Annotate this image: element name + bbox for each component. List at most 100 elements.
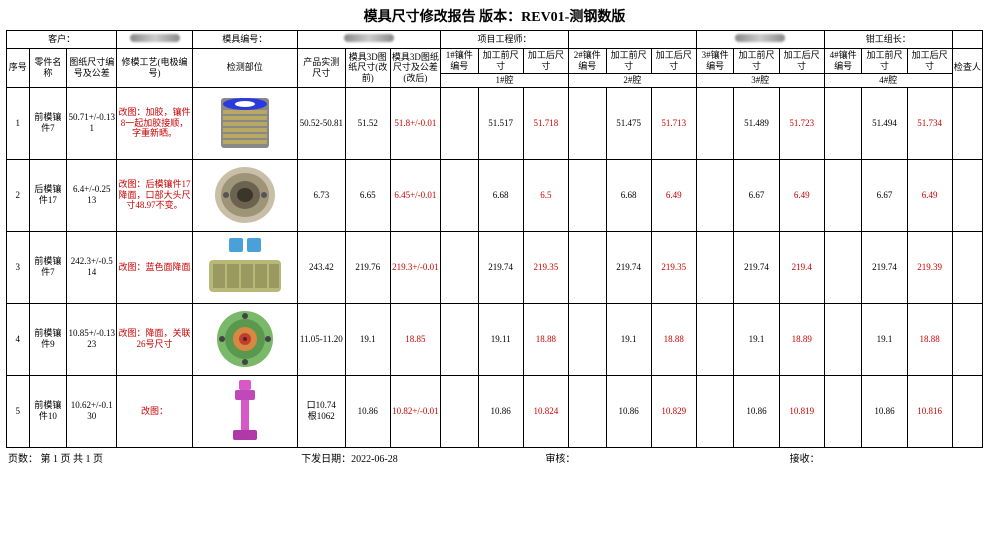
fitter-value [952, 31, 982, 49]
cell-c4a: 51.734 [907, 87, 952, 159]
cell-3d: 219.76 [345, 231, 390, 303]
cell-name: 前模镶件7 [29, 87, 67, 159]
cav2: 2#腔 [568, 73, 696, 87]
cell-sn3 [696, 375, 734, 447]
part-icon [194, 161, 296, 229]
cell-c1p: 51.517 [478, 87, 523, 159]
col-sn2: 2#镶件编号 [568, 49, 606, 74]
cell-sn1 [440, 87, 478, 159]
cell-name: 前模镶件10 [29, 375, 67, 447]
part-icon [194, 233, 296, 301]
cell-draw: 242.3+/-0.514 [67, 231, 117, 303]
cell-c2a: 18.88 [651, 303, 696, 375]
cell-c4a: 10.816 [907, 375, 952, 447]
col-post3: 加工后尺寸 [779, 49, 824, 74]
cell-c1a: 6.5 [523, 159, 568, 231]
footer-page: 页数： 第 1 页 共 1 页 [6, 450, 299, 470]
cell-c2a: 10.829 [651, 375, 696, 447]
cell-name: 前模镶件7 [29, 231, 67, 303]
col-3dtol: 模具3D图纸尺寸及公差(改后) [390, 49, 440, 88]
cell-ins [952, 231, 982, 303]
cell-proc: 改图：蓝色面降面 [117, 231, 192, 303]
cell-c4p: 219.74 [862, 231, 907, 303]
col-name: 零件名称 [29, 49, 67, 88]
col-3dpre: 模具3D图纸尺寸(改前) [345, 49, 390, 88]
cell-sn1 [440, 159, 478, 231]
cell-proc: 改图：加胶，镶件8一起加胶接顺，字重新晒。 [117, 87, 192, 159]
cell-seq: 2 [7, 159, 30, 231]
cell-c2p: 19.1 [606, 303, 651, 375]
cell-sn4 [824, 375, 862, 447]
cell-act: 50.52-50.81 [297, 87, 345, 159]
cell-c3a: 219.4 [779, 231, 824, 303]
fitter-label: 钳工组长： [824, 31, 952, 49]
cell-c4p: 19.1 [862, 303, 907, 375]
cell-seq: 5 [7, 375, 30, 447]
table-row: 3前模镶件7242.3+/-0.514改图：蓝色面降面243.42219.762… [7, 231, 983, 303]
cav3: 3#腔 [696, 73, 824, 87]
report-title: 模具尺寸修改报告 版本：REV01-测钢数版 [6, 6, 983, 26]
part-icon [194, 89, 296, 157]
table-row: 4前模镶件910.85+/-0.1323改图：降面，关联26号尺寸11.05-1… [7, 303, 983, 375]
col-pre2: 加工前尺寸 [606, 49, 651, 74]
cell-seq: 1 [7, 87, 30, 159]
cell-c1p: 6.68 [478, 159, 523, 231]
cell-draw: 10.62+/-0.130 [67, 375, 117, 447]
cell-sn3 [696, 159, 734, 231]
cell-sn2 [568, 87, 606, 159]
cell-3d: 19.1 [345, 303, 390, 375]
col-proc: 修模工艺(电极编号) [117, 49, 192, 88]
col-seq: 序号 [7, 49, 30, 88]
cell-det [192, 303, 297, 375]
cell-tol: 6.45+/-0.01 [390, 159, 440, 231]
cell-3d: 10.86 [345, 375, 390, 447]
cell-det [192, 231, 297, 303]
cell-sn2 [568, 375, 606, 447]
cell-sn2 [568, 303, 606, 375]
cell-draw: 50.71+/-0.131 [67, 87, 117, 159]
cell-draw: 10.85+/-0.1323 [67, 303, 117, 375]
cell-c4a: 18.88 [907, 303, 952, 375]
col-sn3: 3#镶件编号 [696, 49, 734, 74]
cell-proc: 改图： [117, 375, 192, 447]
cav4: 4#腔 [824, 73, 952, 87]
cell-c1p: 10.86 [478, 375, 523, 447]
cell-c3a: 51.723 [779, 87, 824, 159]
footer-receive: 接收： [788, 450, 983, 470]
footer-review: 审核： [543, 450, 787, 470]
table-row: 2后模镶件176.4+/-0.2513改图：后模镶件17降面，口部大头尺寸48.… [7, 159, 983, 231]
cell-ins [952, 303, 982, 375]
cell-c4a: 6.49 [907, 159, 952, 231]
footer-date: 下发日期：2022-06-28 [299, 450, 543, 470]
part-icon [194, 377, 296, 445]
cell-c1a: 10.824 [523, 375, 568, 447]
cell-act: 243.42 [297, 231, 345, 303]
col-post2: 加工后尺寸 [651, 49, 696, 74]
cell-sn3 [696, 87, 734, 159]
cell-c2p: 6.68 [606, 159, 651, 231]
engineer-value2 [696, 31, 824, 49]
cell-c1a: 18.88 [523, 303, 568, 375]
cell-sn2 [568, 231, 606, 303]
col-ins: 检查人 [952, 49, 982, 88]
col-sn1: 1#镶件编号 [440, 49, 478, 74]
col-post4: 加工后尺寸 [907, 49, 952, 74]
cell-sn1 [440, 231, 478, 303]
cell-c2a: 6.49 [651, 159, 696, 231]
cell-c4p: 6.67 [862, 159, 907, 231]
cell-name: 前模镶件9 [29, 303, 67, 375]
moldno-value [297, 31, 440, 49]
cell-c4a: 219.39 [907, 231, 952, 303]
customer-value [117, 31, 192, 49]
col-det: 检测部位 [192, 49, 297, 88]
cav1: 1#腔 [440, 73, 568, 87]
cell-ins [952, 375, 982, 447]
cell-c3a: 10.819 [779, 375, 824, 447]
cell-c2a: 51.713 [651, 87, 696, 159]
cell-ins [952, 159, 982, 231]
part-icon [194, 305, 296, 373]
moldno-label: 模具编号： [192, 31, 297, 49]
engineer-value [568, 31, 696, 49]
cell-c3p: 10.86 [734, 375, 779, 447]
cell-c1p: 219.74 [478, 231, 523, 303]
